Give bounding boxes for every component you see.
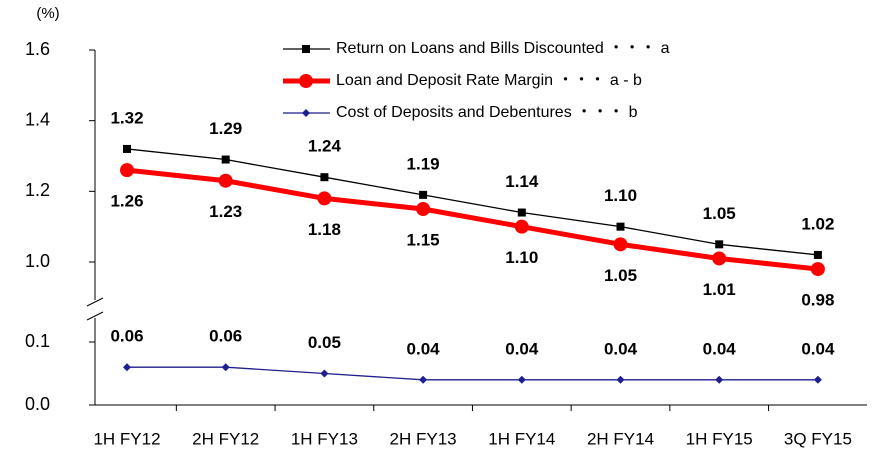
series-line <box>126 167 819 272</box>
data-point <box>616 222 625 231</box>
data-label: 1.10 <box>604 186 637 205</box>
data-point <box>517 208 526 217</box>
x-tick-label: 2H FY13 <box>390 429 457 448</box>
data-label: 1.29 <box>209 119 242 138</box>
y-tick-label: 1.4 <box>25 109 50 129</box>
data-label: 0.04 <box>703 339 737 358</box>
data-label: 0.04 <box>407 339 441 358</box>
data-point <box>221 363 230 372</box>
data-label: 0.04 <box>505 339 539 358</box>
data-point <box>123 363 131 372</box>
data-label: 0.04 <box>604 339 638 358</box>
y-tick-label: 0.1 <box>25 331 50 351</box>
data-point <box>320 173 329 182</box>
data-label: 1.14 <box>505 172 539 191</box>
data-point <box>715 375 724 384</box>
x-tick-label: 3Q FY15 <box>784 429 852 448</box>
data-point <box>514 219 529 234</box>
data-label: 0.05 <box>308 333 341 352</box>
data-label: 1.32 <box>110 108 143 127</box>
data-label: 1.15 <box>407 230 440 249</box>
data-point <box>221 155 230 164</box>
x-tick-label: 1H FY12 <box>93 429 160 448</box>
data-point <box>712 251 727 266</box>
data-label: 1.05 <box>604 266 637 285</box>
x-tick-label: 2H FY12 <box>192 429 259 448</box>
data-label: 1.01 <box>703 280 736 299</box>
data-point <box>419 190 428 199</box>
data-point <box>715 240 724 249</box>
data-label: 0.06 <box>209 327 242 346</box>
data-point <box>613 237 628 252</box>
y-tick-label: 1.2 <box>25 180 50 200</box>
data-label: 1.02 <box>801 214 834 233</box>
data-label: 1.26 <box>110 192 143 211</box>
data-point <box>317 191 332 206</box>
data-point <box>517 375 526 384</box>
data-label: 1.24 <box>308 137 342 156</box>
data-label: 0.04 <box>801 339 835 358</box>
data-point <box>218 173 233 188</box>
data-point <box>120 163 134 178</box>
data-label: 1.05 <box>703 204 736 223</box>
data-point <box>320 369 329 378</box>
data-point <box>810 262 825 277</box>
y-tick-label: 0.0 <box>25 394 50 414</box>
axis-break <box>86 297 104 307</box>
data-point <box>416 202 431 216</box>
legend-marker <box>299 74 313 88</box>
legend-marker <box>302 109 310 117</box>
legend-label: Cost of Deposits and Debentures ・・・ b <box>336 104 638 121</box>
x-tick-label: 1H FY13 <box>291 429 358 448</box>
axis-break <box>86 311 104 321</box>
legend-label: Loan and Deposit Rate Margin ・・・ a - b <box>336 72 642 89</box>
legend-marker <box>302 45 310 53</box>
data-label: 0.06 <box>110 327 143 346</box>
data-label: 1.10 <box>505 248 538 267</box>
y-tick-label: 1.0 <box>25 251 50 271</box>
legend-label: Return on Loans and Bills Discounted ・・・… <box>336 40 670 57</box>
series-line <box>127 366 818 381</box>
x-tick-label: 1H FY15 <box>686 429 753 448</box>
y-tick-label: 1.6 <box>25 39 50 59</box>
data-label: 1.19 <box>407 154 440 173</box>
data-label: 1.23 <box>209 202 242 221</box>
data-point <box>616 375 625 384</box>
x-tick-label: 2H FY14 <box>587 429 654 448</box>
data-point <box>813 375 822 384</box>
y-axis-label: (%) <box>36 5 59 22</box>
data-label: 1.18 <box>308 220 341 239</box>
series-line <box>126 148 818 256</box>
data-point <box>813 250 822 259</box>
data-point <box>419 375 428 384</box>
data-label: 0.98 <box>801 291 834 310</box>
data-point <box>123 144 131 153</box>
x-tick-label: 1H FY14 <box>488 429 555 448</box>
